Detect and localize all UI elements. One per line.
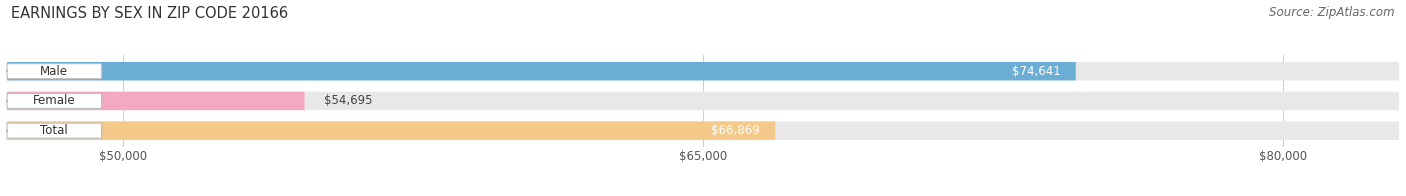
FancyBboxPatch shape bbox=[7, 122, 775, 140]
FancyBboxPatch shape bbox=[7, 93, 101, 109]
Text: $66,869: $66,869 bbox=[711, 124, 759, 137]
FancyBboxPatch shape bbox=[7, 92, 1399, 110]
Text: Source: ZipAtlas.com: Source: ZipAtlas.com bbox=[1270, 6, 1395, 19]
FancyBboxPatch shape bbox=[7, 62, 1076, 80]
FancyBboxPatch shape bbox=[7, 122, 1399, 140]
Text: Total: Total bbox=[41, 124, 69, 137]
Text: EARNINGS BY SEX IN ZIP CODE 20166: EARNINGS BY SEX IN ZIP CODE 20166 bbox=[11, 6, 288, 21]
Text: $74,641: $74,641 bbox=[1011, 65, 1060, 78]
Text: $54,695: $54,695 bbox=[323, 94, 373, 107]
FancyBboxPatch shape bbox=[7, 62, 1399, 80]
FancyBboxPatch shape bbox=[7, 64, 101, 79]
Text: Female: Female bbox=[34, 94, 76, 107]
FancyBboxPatch shape bbox=[7, 92, 305, 110]
FancyBboxPatch shape bbox=[7, 123, 101, 138]
Text: Male: Male bbox=[41, 65, 69, 78]
